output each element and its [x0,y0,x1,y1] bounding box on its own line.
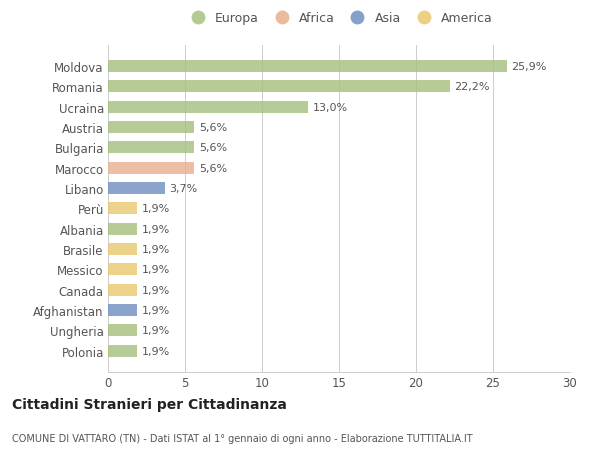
Text: 1,9%: 1,9% [142,285,170,295]
Text: 1,9%: 1,9% [142,204,170,214]
Text: 3,7%: 3,7% [170,184,198,194]
Bar [108,61,507,73]
Bar [108,142,194,154]
Bar [108,325,137,337]
Text: 1,9%: 1,9% [142,265,170,274]
Bar [108,284,137,296]
Bar [108,162,194,174]
Text: Cittadini Stranieri per Cittadinanza: Cittadini Stranieri per Cittadinanza [12,397,287,412]
Text: 1,9%: 1,9% [142,346,170,356]
Bar [108,122,194,134]
Bar [108,223,137,235]
Text: 5,6%: 5,6% [199,123,227,133]
Bar [108,203,137,215]
Bar [108,304,137,316]
Text: 13,0%: 13,0% [313,102,348,112]
Bar [108,81,450,93]
Legend: Europa, Africa, Asia, America: Europa, Africa, Asia, America [182,10,496,28]
Bar [108,243,137,256]
Bar [108,345,137,357]
Text: COMUNE DI VATTARO (TN) - Dati ISTAT al 1° gennaio di ogni anno - Elaborazione TU: COMUNE DI VATTARO (TN) - Dati ISTAT al 1… [12,433,473,442]
Text: 5,6%: 5,6% [199,143,227,153]
Text: 1,9%: 1,9% [142,224,170,234]
Text: 1,9%: 1,9% [142,245,170,254]
Text: 1,9%: 1,9% [142,325,170,336]
Text: 1,9%: 1,9% [142,305,170,315]
Bar [108,101,308,113]
Text: 25,9%: 25,9% [511,62,547,72]
Text: 5,6%: 5,6% [199,163,227,173]
Bar [108,263,137,276]
Bar [108,183,165,195]
Text: 22,2%: 22,2% [455,82,490,92]
